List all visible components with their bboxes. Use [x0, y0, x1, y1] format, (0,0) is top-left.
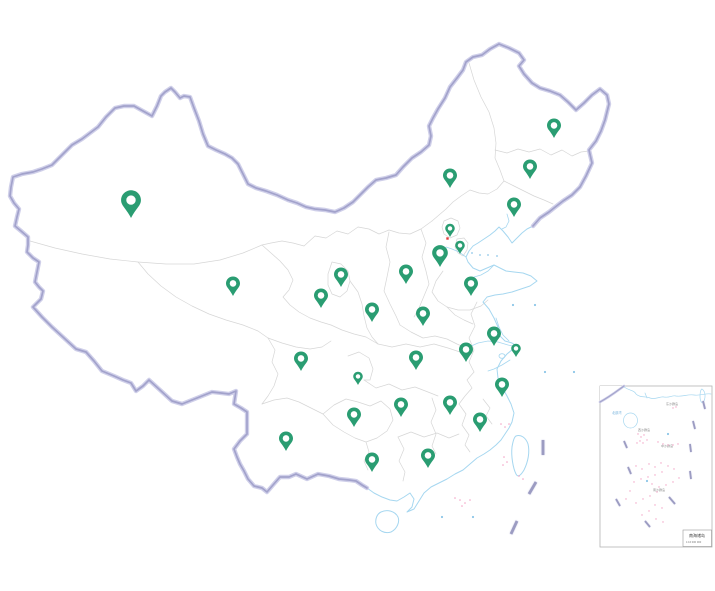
inset-scale: 1:16 000 000	[686, 540, 702, 544]
map-pin-heilongjiang[interactable]	[547, 118, 561, 139]
map-pin-chongqing[interactable]	[353, 371, 363, 385]
capital-marker	[446, 237, 449, 240]
map-pin-anhui[interactable]	[459, 342, 473, 363]
map-pin-tianjin[interactable]	[455, 240, 465, 254]
map-pin-jiangxi[interactable]	[443, 395, 457, 416]
offshore-islands	[440, 252, 576, 519]
map-pin-yunnan[interactable]	[279, 431, 293, 452]
inset-frame	[599, 385, 713, 548]
map-pin-neimenggu[interactable]	[443, 168, 457, 189]
inset-title: 南海诸岛	[689, 532, 705, 538]
south-china-sea-inset: 北部湾 东沙群岛 西沙群岛 中沙群岛 南沙群岛	[598, 384, 713, 548]
ten-dash-line	[509, 440, 545, 535]
inset-island-label-nansha: 南沙群岛	[653, 487, 665, 492]
islands-outline	[375, 435, 530, 534]
inset-island-label-dongsha: 东沙群岛	[666, 401, 678, 406]
map-pin-jiangsu[interactable]	[487, 326, 501, 347]
inset-title-box	[682, 529, 712, 547]
map-pin-henan[interactable]	[416, 306, 430, 327]
inset-sea-label: 北部湾	[612, 410, 622, 415]
map-pin-fujian[interactable]	[473, 412, 487, 433]
rivers	[445, 213, 518, 372]
map-pin-ningxia[interactable]	[334, 267, 348, 288]
coastline	[366, 225, 538, 513]
inset-island-label-zhongsha: 中沙群岛	[661, 443, 673, 448]
inset-island-label-xisha: 西沙群岛	[638, 427, 650, 432]
map-pin-zhejiang[interactable]	[495, 377, 509, 398]
map-pin-hunan[interactable]	[394, 397, 408, 418]
map-pin-shandong[interactable]	[464, 276, 478, 297]
inset-dash-line	[615, 400, 706, 528]
map-pin-guangxi[interactable]	[365, 452, 379, 473]
map-pin-gansu[interactable]	[314, 288, 328, 309]
map-pin-jilin[interactable]	[523, 159, 537, 180]
map-pin-liaoning[interactable]	[507, 197, 521, 218]
province-borders	[29, 62, 590, 482]
map-pin-beijing[interactable]	[445, 223, 455, 237]
map-pin-qinghai[interactable]	[226, 276, 240, 297]
map-pin-shanghai[interactable]	[511, 343, 521, 357]
map-pin-guangdong[interactable]	[421, 448, 435, 469]
map-pin-shanxi[interactable]	[399, 264, 413, 285]
map-pin-sichuan[interactable]	[294, 351, 308, 372]
inset-island-dots	[625, 406, 680, 523]
map-pin-hubei[interactable]	[409, 350, 423, 371]
map-pin-guizhou[interactable]	[347, 407, 361, 428]
map-pin-xinjiang[interactable]	[121, 190, 141, 218]
map-pin-hebei[interactable]	[432, 245, 448, 267]
country-border	[7, 41, 612, 495]
map-pin-shaanxi[interactable]	[365, 302, 379, 323]
